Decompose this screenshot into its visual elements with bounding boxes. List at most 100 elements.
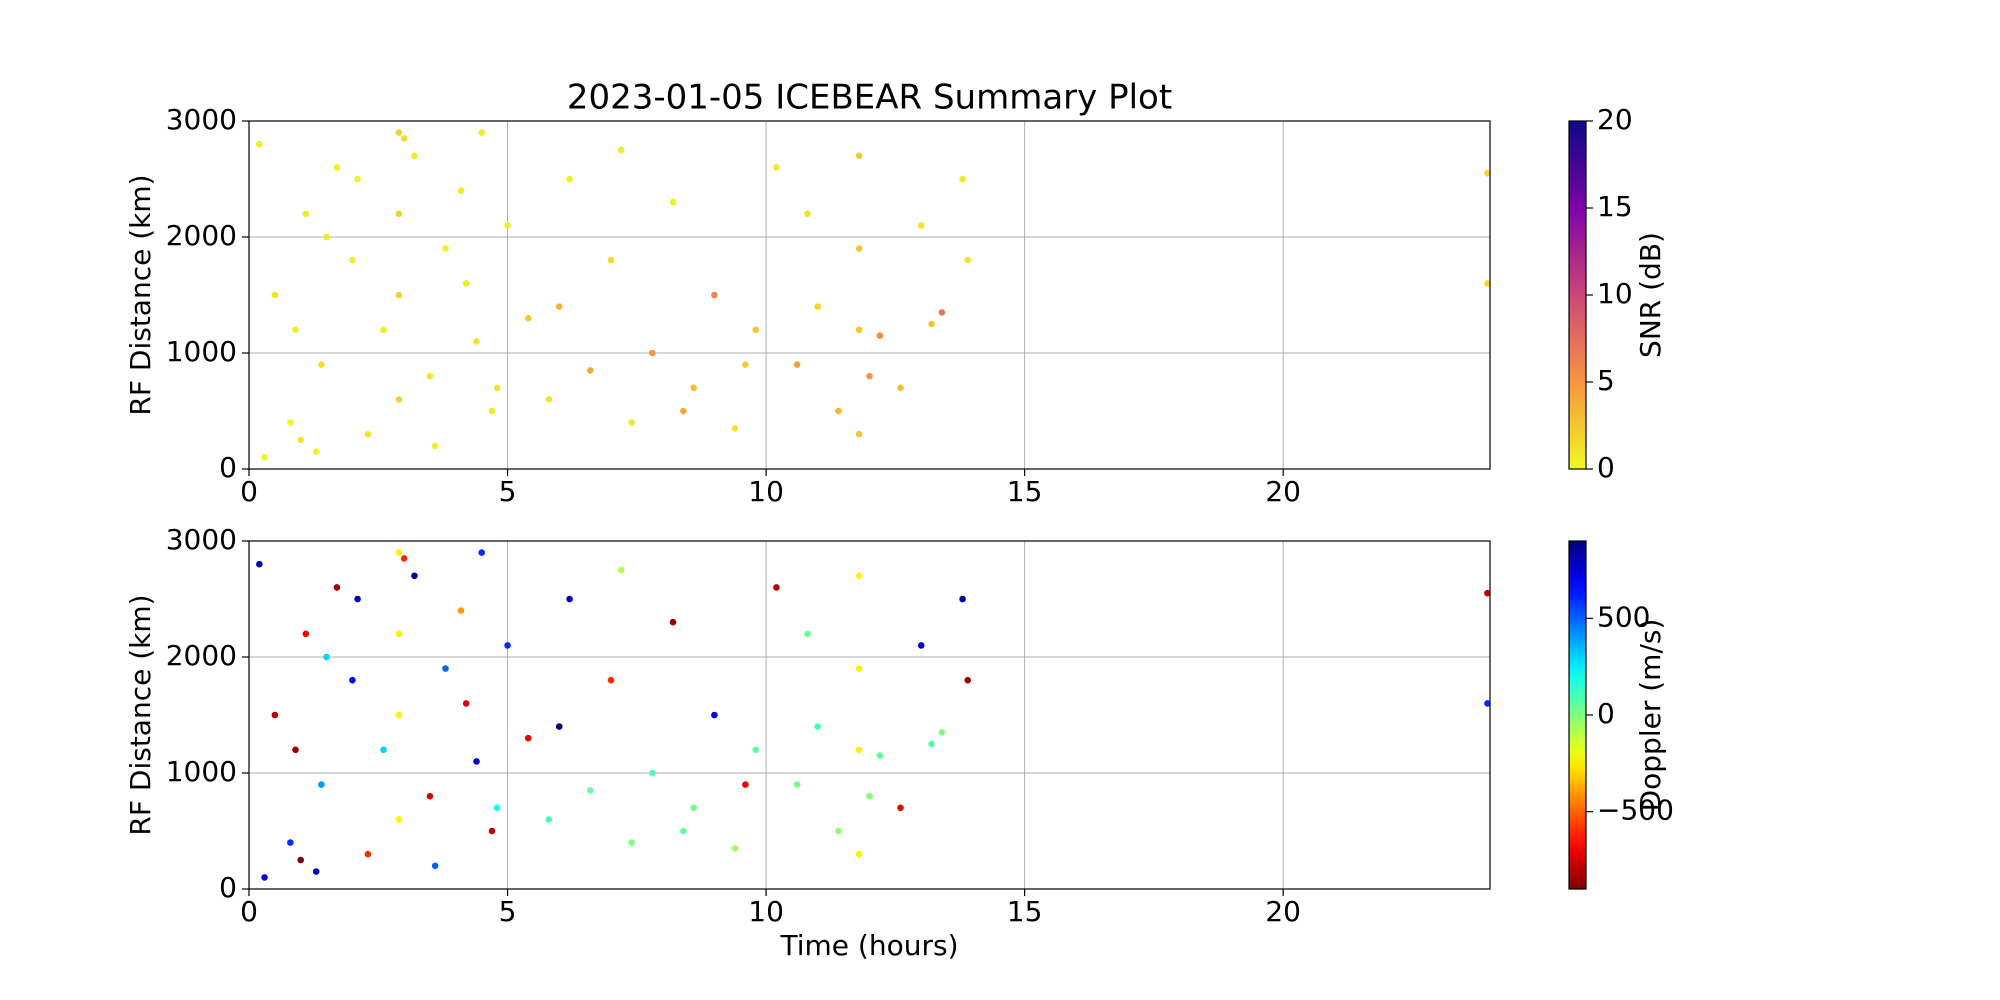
x-tick-label: 10 [748,895,784,928]
point [261,454,268,461]
point [400,135,408,142]
point [876,332,884,339]
point [488,407,496,415]
point [1484,589,1491,597]
point [586,787,594,794]
point [773,164,780,171]
point [302,210,310,218]
point [364,850,372,858]
point [742,781,749,788]
y-tick-label: 2000 [166,219,237,252]
point [545,396,553,403]
point [287,839,294,846]
chart-title: 2023-01-05 ICEBEAR Summary Plot [567,78,1172,118]
point [680,407,687,415]
colorbar-label: SNR (dB) [1634,232,1667,358]
point [917,642,925,649]
point [395,816,403,823]
point [426,792,434,800]
y-tick-label: 2000 [166,639,237,672]
point [395,630,403,638]
point [297,856,305,864]
point [690,804,697,812]
point [814,303,822,310]
point [318,361,325,368]
point [457,187,465,194]
colorbar [1568,540,1587,890]
point [292,746,299,754]
point [711,291,718,299]
point [855,850,863,858]
x-tick-label: 0 [240,895,258,928]
point [395,711,403,719]
point [959,595,966,603]
point [855,746,863,754]
point [855,152,863,160]
point [752,326,760,334]
point [442,665,449,672]
point [400,555,408,562]
point [555,723,563,730]
point [395,549,403,556]
point [814,723,822,730]
point [354,595,361,603]
colorbar-label: Doppler (m/s) [1634,619,1667,812]
point [628,839,635,846]
colorbar-tick-label: 0 [1597,697,1615,730]
point [478,549,485,556]
plot-frame [248,540,1491,890]
x-tick-label: 5 [499,475,517,508]
point [395,291,403,299]
point [1484,169,1491,177]
point [395,396,403,403]
colorbar-tick-label: 20 [1597,103,1633,136]
point [354,175,361,183]
point [649,349,656,357]
colorbar-tick-label: 0 [1597,451,1615,484]
point [318,781,325,788]
point [566,175,573,183]
point [618,566,625,574]
point [349,676,356,684]
point [607,676,615,684]
point [261,874,268,881]
point [488,827,496,835]
x-tick-label: 5 [499,895,517,928]
point [431,442,439,450]
point [545,816,553,823]
point [380,746,387,754]
point [752,746,760,754]
point [462,700,470,707]
y-tick-label: 1000 [166,335,237,368]
point [793,361,801,368]
point [431,862,439,870]
point [256,560,263,568]
point [731,425,739,432]
point [333,584,341,591]
point [566,595,573,603]
point [493,384,501,392]
point [773,584,780,591]
point [897,384,904,392]
point [524,734,532,742]
point [690,384,697,392]
y-tick-label: 1000 [166,755,237,788]
y-tick-label: 3000 [166,523,237,556]
point [504,642,511,649]
point [426,372,434,380]
point [649,769,656,777]
x-tick-label: 20 [1265,895,1301,928]
point [287,419,294,426]
point [938,729,946,736]
point [607,256,615,264]
point [493,804,501,812]
y-tick-label: 0 [219,871,237,904]
y-tick-label: 3000 [166,103,237,136]
point [586,367,594,374]
point [804,630,811,638]
x-axis-label: Time (hours) [780,929,959,962]
point [395,210,403,218]
point [1484,280,1491,287]
point [876,752,884,759]
